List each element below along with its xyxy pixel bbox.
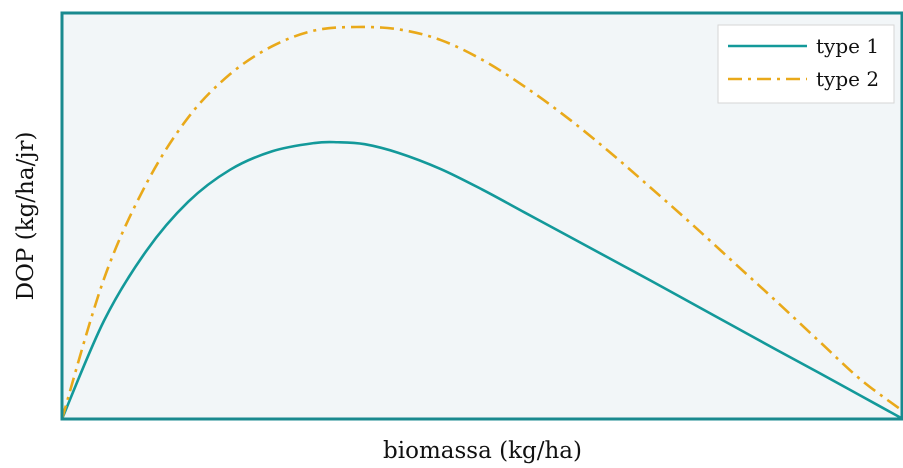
y-axis-label: DOP (kg/ha/jr) bbox=[13, 132, 39, 301]
legend-label-type-2: type 2 bbox=[816, 67, 879, 91]
legend-label-type-1: type 1 bbox=[816, 34, 879, 58]
series-line-type-2 bbox=[60, 25, 903, 420]
series-layer bbox=[60, 25, 903, 421]
series-line-type-1 bbox=[60, 140, 903, 421]
legend: type 1 type 2 bbox=[717, 24, 895, 104]
x-axis-label: biomassa (kg/ha) bbox=[383, 438, 582, 464]
plot-frame bbox=[60, 11, 903, 421]
legend-box bbox=[717, 24, 895, 104]
